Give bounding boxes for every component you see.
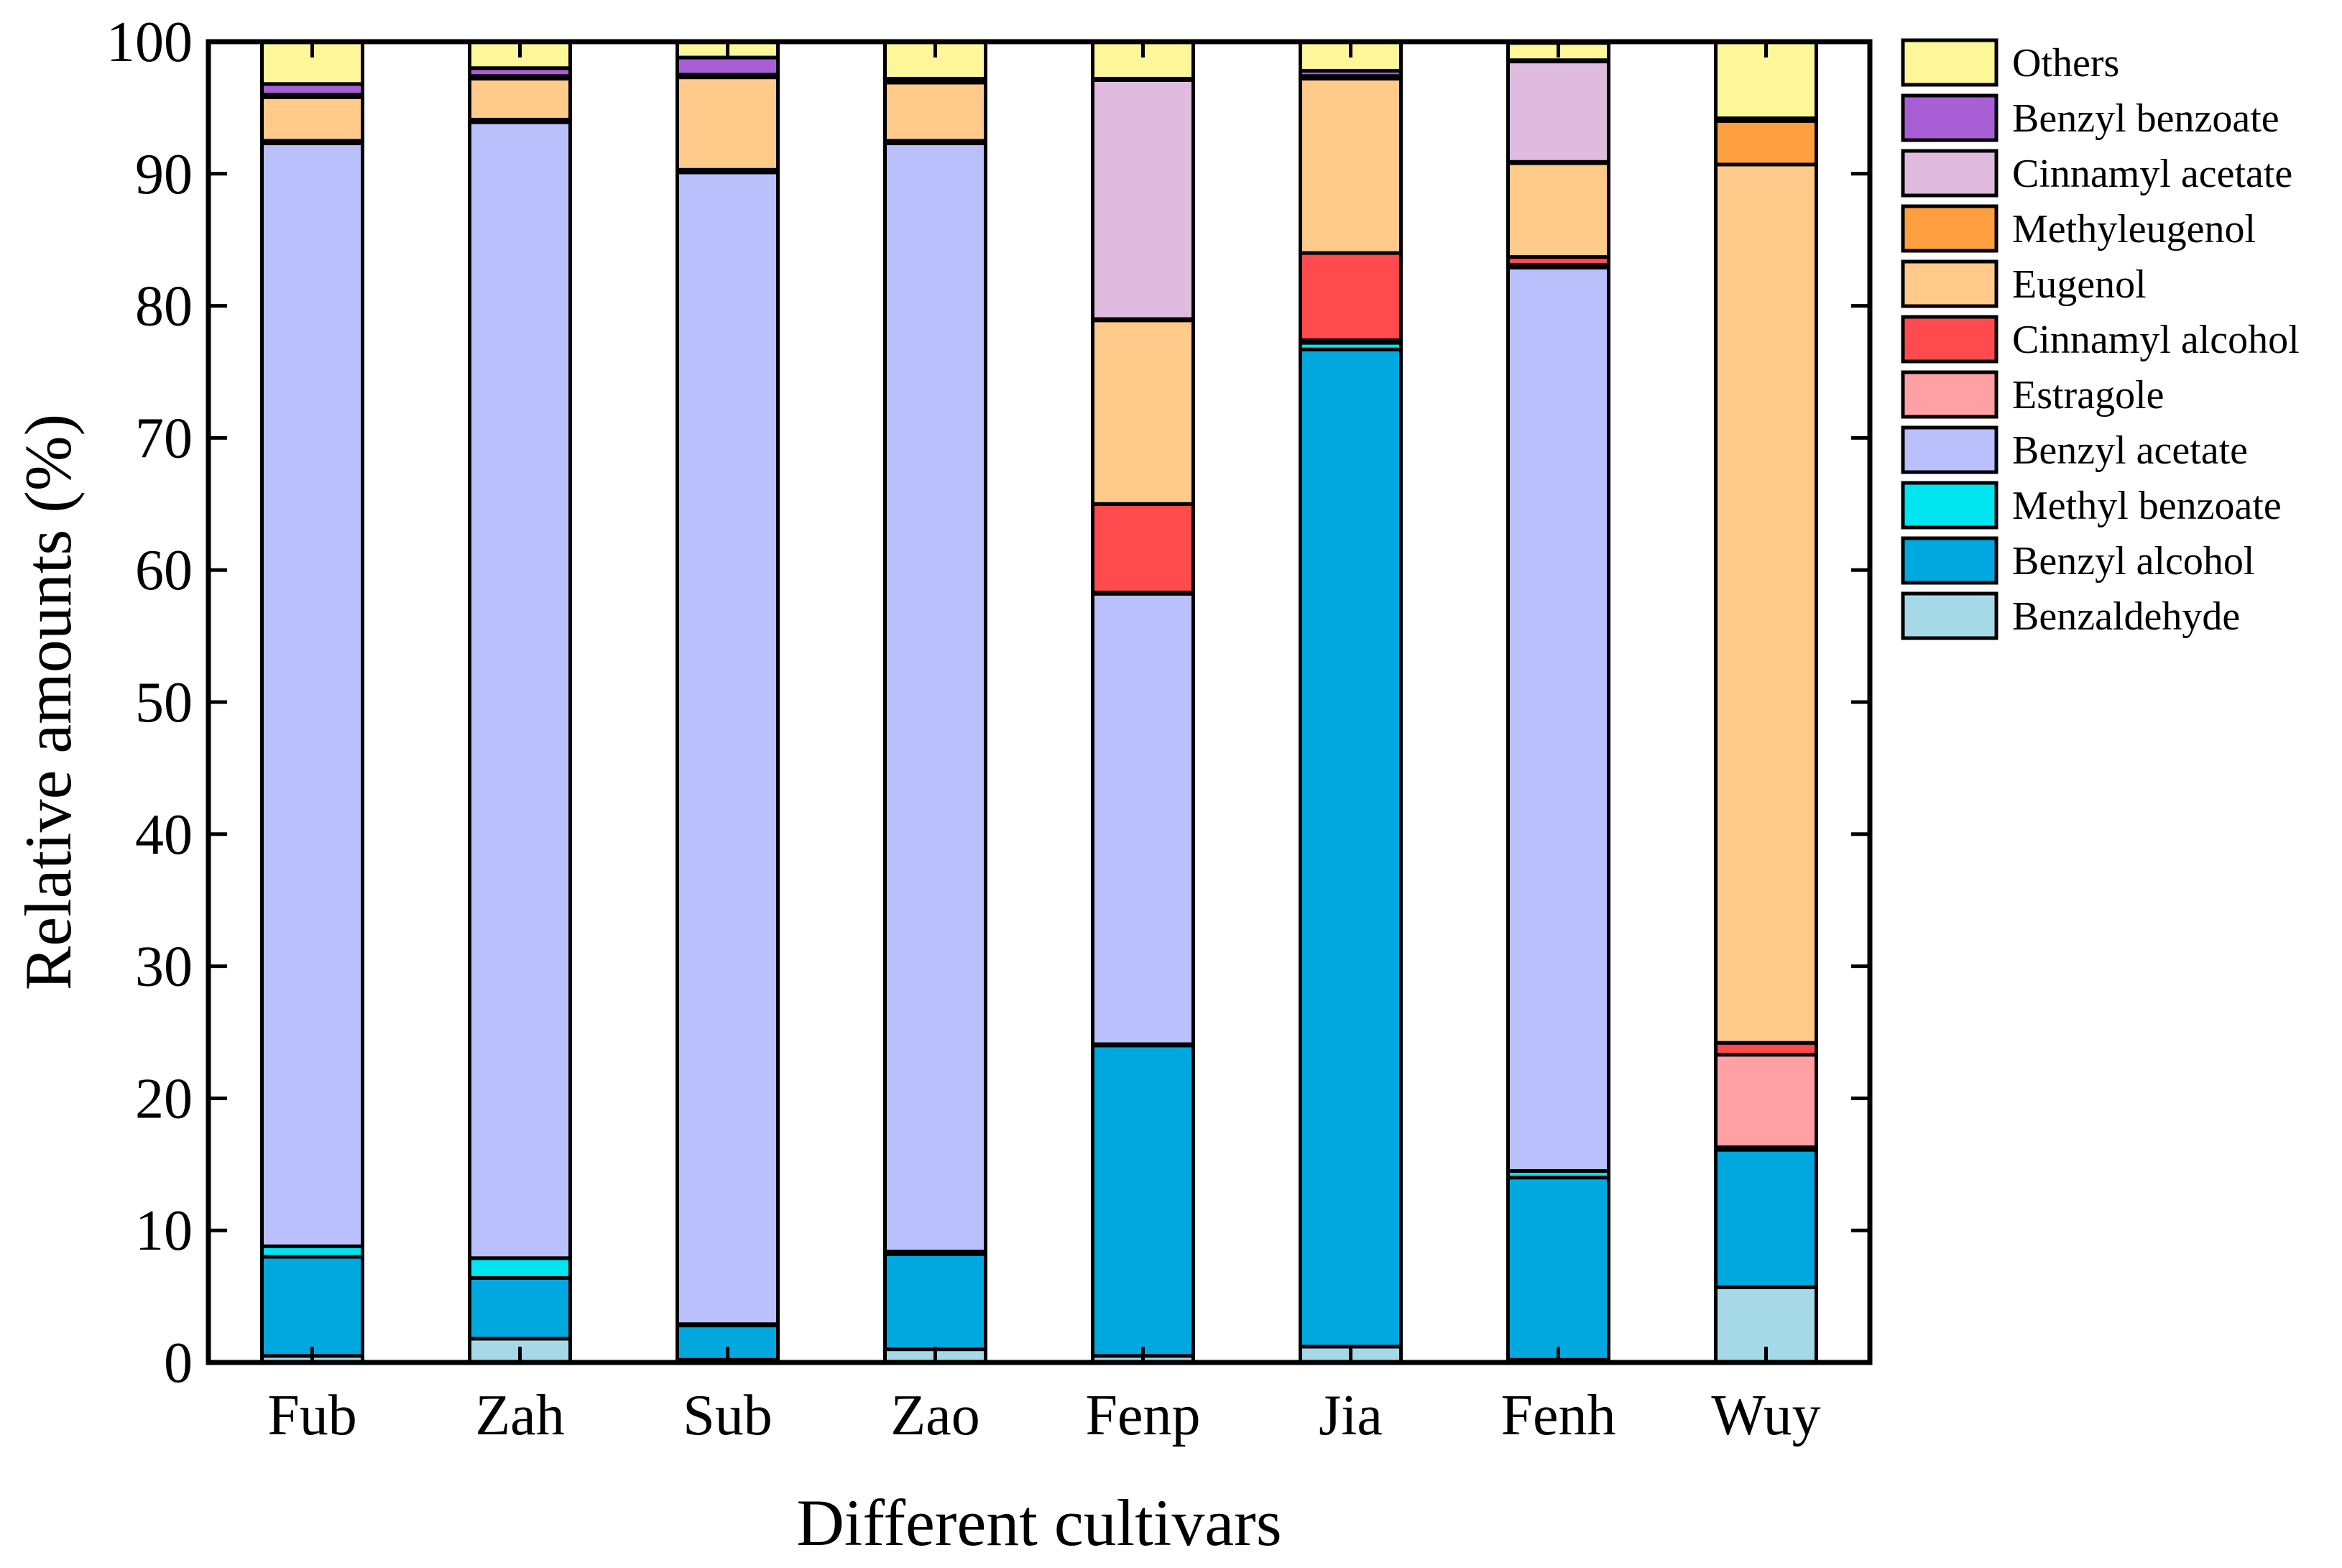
x-tick-label-fenh: Fenh [1501, 1384, 1616, 1447]
y-tick-label-10: 10 [135, 1199, 193, 1263]
bar-segment-wuy-estragole [1714, 1053, 1818, 1149]
bar-segment-wuy-methyleugenol [1714, 119, 1818, 167]
legend-label-methyl-benzoate: Methyl benzoate [2012, 484, 2282, 528]
y-tick-label-60: 60 [135, 539, 193, 602]
y-tick-label-80: 80 [135, 275, 193, 338]
x-tick-label-fub: Fub [267, 1384, 357, 1447]
y-tick-label-100: 100 [106, 11, 193, 74]
legend-swatch-eugenol [1901, 259, 1998, 308]
legend-swatch-methyl-benzoate [1901, 481, 1998, 530]
bar-segment-fub-benzyl-acetate [260, 142, 364, 1248]
bar-segment-zah-methyl-benzoate [468, 1256, 572, 1280]
bar-segment-fenp-benzyl-acetate [1091, 591, 1195, 1046]
x-tick-label-wuy: Wuy [1711, 1384, 1820, 1447]
x-axis-title: Different cultivars [796, 1486, 1281, 1559]
y-tick-label-50: 50 [135, 671, 193, 734]
plot-frame [206, 39, 1873, 1365]
bar-segment-fenp-cinnamyl-alcohol [1091, 502, 1195, 594]
bar-segment-wuy-benzyl-alcohol [1714, 1148, 1818, 1289]
bar-segment-fub-eugenol [260, 95, 364, 143]
bar-segment-wuy-eugenol [1714, 162, 1818, 1045]
bar-segment-fenh-cinnamyl-acetate [1506, 60, 1610, 164]
legend-swatch-cinnamyl-alcohol [1901, 315, 1998, 364]
bar-segment-zao-eugenol [883, 80, 987, 143]
bar-segment-zah-eugenol [468, 76, 572, 121]
x-tick-label-sub: Sub [683, 1384, 773, 1447]
legend-label-methyleugenol: Methyleugenol [2012, 207, 2256, 252]
legend-label-others: Others [2012, 41, 2119, 86]
bar-segment-sub-benzyl-benzoate [676, 55, 780, 77]
bar-segment-jia-cinnamyl-alcohol [1299, 251, 1403, 342]
y-tick-label-20: 20 [135, 1067, 193, 1130]
legend-swatch-others [1901, 38, 1998, 87]
legend-swatch-benzyl-acetate [1901, 425, 1998, 474]
legend-swatch-benzaldehyde [1901, 591, 1998, 640]
legend-swatch-benzyl-alcohol [1901, 536, 1998, 585]
bar-segment-fenp-benzyl-alcohol [1091, 1043, 1195, 1358]
bar-segment-fenp-eugenol [1091, 318, 1195, 506]
x-tick-label-jia: Jia [1319, 1384, 1383, 1447]
legend-label-benzyl-benzoate: Benzyl benzoate [2012, 96, 2279, 141]
x-tick-label-zah: Zah [475, 1384, 564, 1447]
x-tick-label-fenp: Fenp [1086, 1384, 1201, 1447]
bar-segment-sub-benzyl-acetate [676, 170, 780, 1327]
bar-segment-fenh-benzyl-acetate [1506, 265, 1610, 1173]
bar-segment-fenh-benzyl-alcohol [1506, 1176, 1610, 1362]
legend-label-cinnamyl-acetate: Cinnamyl acetate [2012, 152, 2292, 196]
legend-label-eugenol: Eugenol [2012, 262, 2147, 307]
legend-swatch-estragole [1901, 370, 1998, 419]
y-tick-label-90: 90 [135, 143, 193, 206]
y-tick-label-40: 40 [135, 803, 193, 867]
bar-segment-sub-eugenol [676, 75, 780, 172]
bar-segment-fenh-eugenol [1506, 161, 1610, 259]
bar-segment-fenp-cinnamyl-acetate [1091, 78, 1195, 321]
legend-swatch-cinnamyl-acetate [1901, 149, 1998, 198]
bar-segment-jia-eugenol [1299, 76, 1403, 255]
legend-swatch-benzyl-benzoate [1901, 93, 1998, 142]
bar-segment-zah-benzyl-alcohol [468, 1276, 572, 1341]
legend-label-cinnamyl-alcohol: Cinnamyl alcohol [2012, 318, 2300, 362]
y-tick-label-30: 30 [135, 936, 193, 999]
bar-segment-zao-benzyl-alcohol [883, 1252, 987, 1352]
x-tick-label-zao: Zao [890, 1384, 979, 1447]
y-tick-label-0: 0 [164, 1332, 193, 1395]
legend-swatch-methyleugenol [1901, 204, 1998, 253]
y-axis-title: Relative amounts (%) [11, 414, 85, 990]
bar-segment-jia-benzyl-alcohol [1299, 347, 1403, 1349]
bar-segment-zao-benzyl-acetate [883, 142, 987, 1254]
legend-label-estragole: Estragole [2012, 373, 2164, 418]
bar-segment-zah-benzyl-acetate [468, 120, 572, 1260]
bar-segment-fub-benzyl-alcohol [260, 1255, 364, 1358]
legend-label-benzaldehyde: Benzaldehyde [2012, 594, 2240, 639]
legend-label-benzyl-acetate: Benzyl acetate [2012, 428, 2248, 473]
y-tick-label-70: 70 [135, 407, 193, 470]
legend-label-benzyl-alcohol: Benzyl alcohol [2012, 539, 2254, 584]
